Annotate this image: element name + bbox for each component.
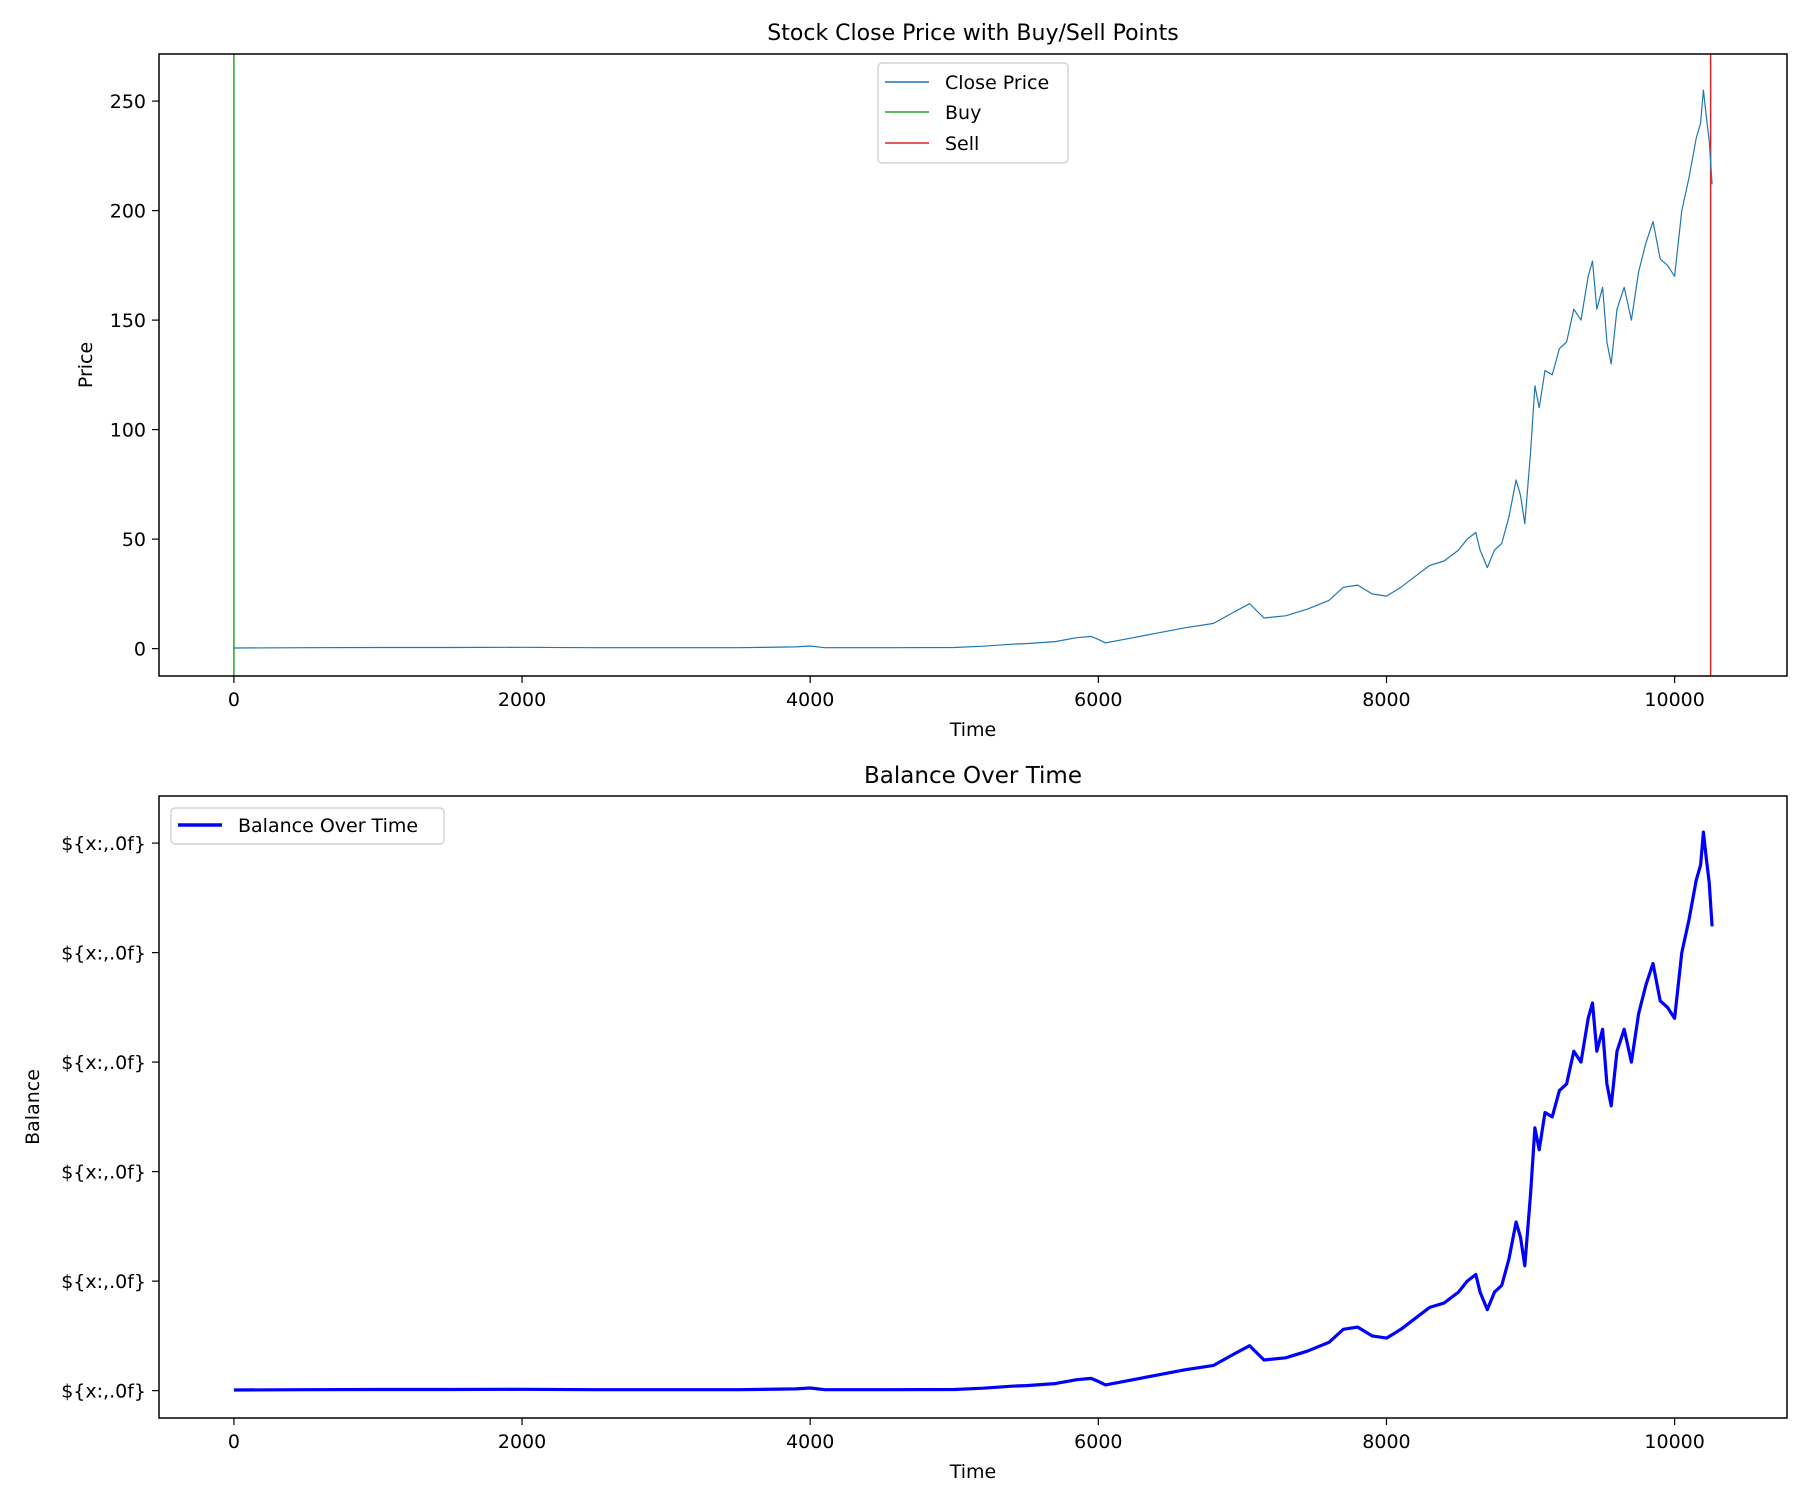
legend-label-balance: Balance Over Time (238, 815, 418, 837)
y-tick-label: 250 (110, 91, 146, 113)
close-price-series-line (233, 89, 1713, 649)
legend-label-sell: Sell (945, 133, 979, 155)
x-tick-label: 0 (228, 689, 240, 711)
x-tick-label: 8000 (1362, 1431, 1410, 1453)
price-chart-plot (158, 53, 1788, 677)
price-chart: Stock Close Price with Buy/Sell Points 0… (75, 21, 1788, 741)
legend-label-buy: Buy (945, 102, 981, 124)
y-tick-label: 0 (134, 639, 146, 661)
balance-chart-legend: Balance Over Time (170, 807, 445, 845)
y-tick-label: ${x:,.0f} (61, 1381, 146, 1403)
price-chart-legend: Close Price Buy Sell (877, 62, 1069, 164)
x-tick-label: 6000 (1074, 1431, 1122, 1453)
x-tick-label: 0 (228, 1431, 240, 1453)
balance-chart-xlabel: Time (949, 1461, 997, 1483)
x-tick-label: 4000 (786, 689, 834, 711)
x-tick-label: 4000 (786, 1431, 834, 1453)
price-chart-frame (158, 53, 1788, 677)
price-chart-xlabel: Time (949, 719, 997, 741)
balance-chart-title: Balance Over Time (864, 763, 1082, 789)
price-chart-marks (233, 54, 1713, 676)
y-tick-label: 50 (122, 529, 146, 551)
x-tick-label: 6000 (1074, 689, 1122, 711)
y-tick-label: 200 (110, 201, 146, 223)
balance-chart-plot (158, 795, 1788, 1419)
y-tick-label: ${x:,.0f} (61, 943, 146, 965)
price-chart-ylabel: Price (75, 342, 97, 388)
price-chart-x-ticks: 0 2000 4000 6000 8000 10000 (228, 676, 1705, 711)
x-tick-label: 10000 (1644, 689, 1704, 711)
x-tick-label: 2000 (498, 689, 546, 711)
price-chart-title: Stock Close Price with Buy/Sell Points (767, 21, 1178, 46)
y-tick-label: ${x:,.0f} (61, 1162, 146, 1184)
y-tick-label: ${x:,.0f} (61, 1271, 146, 1293)
y-tick-label: 100 (110, 420, 146, 442)
x-tick-label: 8000 (1362, 689, 1410, 711)
price-chart-y-ticks: 0 50 100 150 200 250 (110, 91, 159, 661)
legend-box (170, 807, 445, 845)
balance-chart-ylabel: Balance (22, 1069, 44, 1145)
balance-chart-x-ticks: 0 2000 4000 6000 8000 10000 (228, 1418, 1705, 1453)
balance-chart-marks (233, 830, 1714, 1392)
balance-chart-frame (158, 795, 1788, 1419)
x-tick-label: 2000 (498, 1431, 546, 1453)
y-tick-label: ${x:,.0f} (61, 1052, 146, 1074)
balance-chart-y-ticks: ${x:,.0f} ${x:,.0f} ${x:,.0f} ${x:,.0f} ${x:… (61, 833, 159, 1403)
balance-chart: Balance Over Time 0 2000 4000 6000 8000 10000… (22, 763, 1788, 1483)
x-tick-label: 10000 (1644, 1431, 1704, 1453)
y-tick-label: 150 (110, 310, 146, 332)
y-tick-label: ${x:,.0f} (61, 833, 146, 855)
legend-label-close-price: Close Price (945, 72, 1049, 94)
legend-box (877, 62, 1069, 164)
balance-over-time-series-line (233, 830, 1714, 1392)
